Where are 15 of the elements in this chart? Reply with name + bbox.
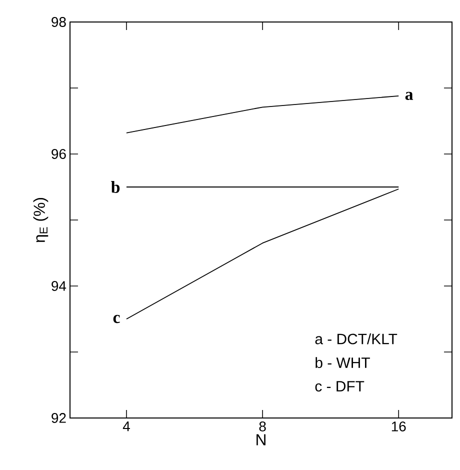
series-label: c	[113, 314, 120, 324]
annotation: c - DFT	[315, 381, 364, 392]
y-tick-label: 94	[52, 281, 66, 291]
annotation: a - DCT/KLT	[315, 333, 398, 344]
y-tick-label: 98	[52, 17, 66, 27]
y-tick-label: 96	[52, 149, 66, 159]
y-tick-label: 92	[52, 413, 66, 423]
annotation: b - WHT	[316, 357, 370, 368]
x-tick-label: 8	[259, 422, 266, 432]
x-tick-label: 16	[392, 422, 406, 432]
series-label: b	[111, 181, 120, 193]
x-axis-title: N	[256, 434, 266, 446]
x-tick-label: 4	[122, 422, 130, 432]
y-axis-title: η$_{E}$ (%)	[33, 198, 48, 242]
legend-label: a	[405, 92, 414, 100]
